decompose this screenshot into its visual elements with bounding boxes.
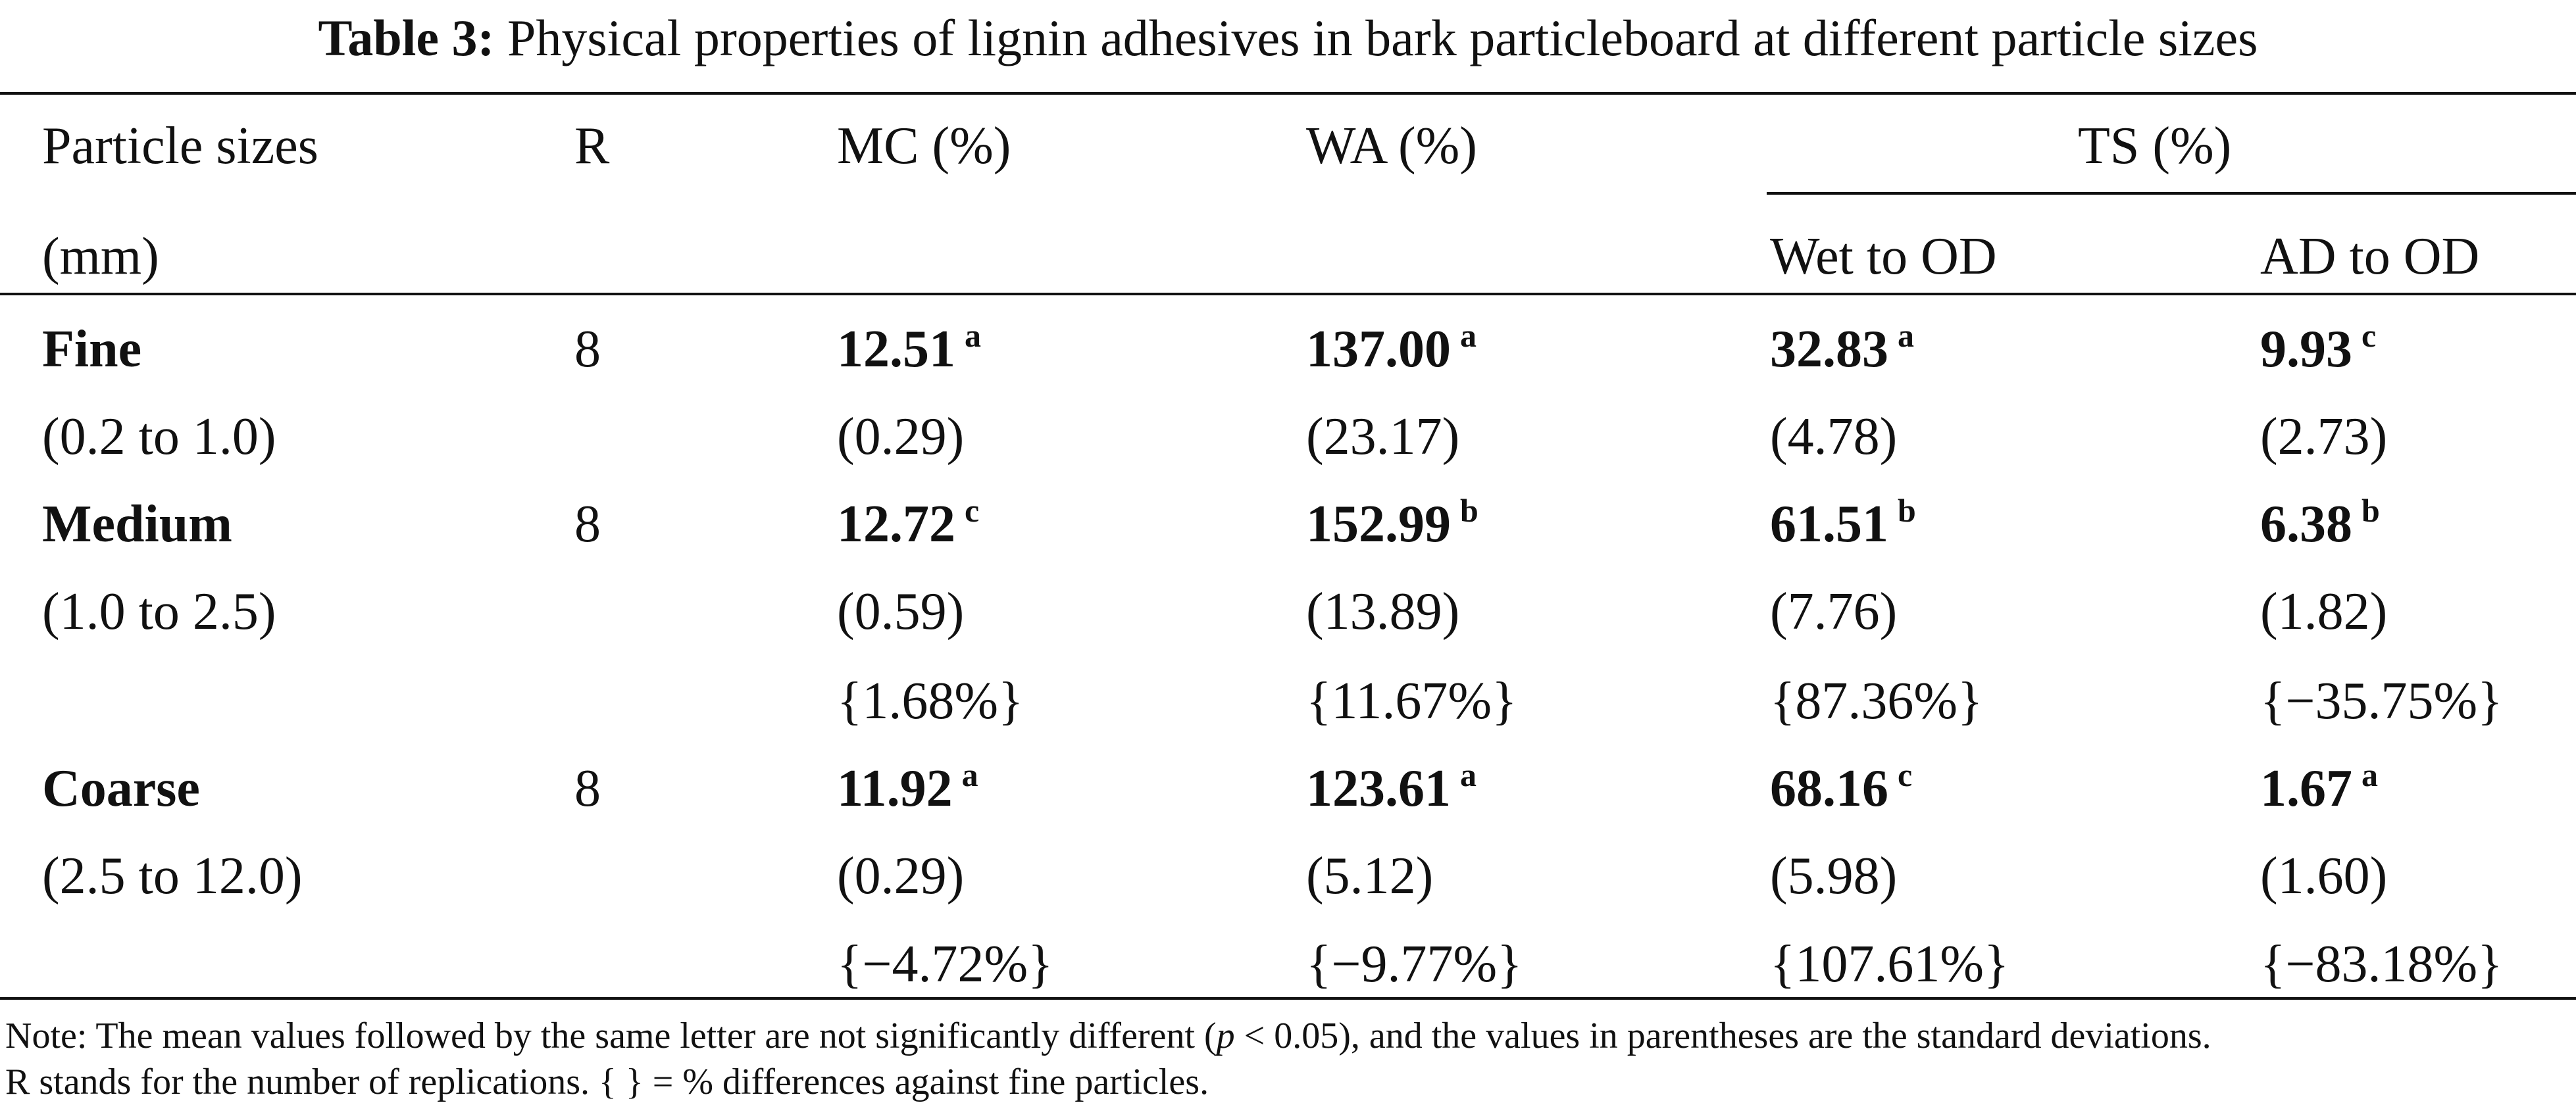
table-note-line-1: Note: The mean values followed by the sa…: [5, 1016, 2211, 1056]
row-medium-ts-ad-sd: (1.82): [2260, 583, 2388, 641]
row-fine-ts-ad-sd: (2.73): [2260, 408, 2388, 466]
row-coarse-mc: 11.92 a: [837, 756, 978, 818]
header-rule: [0, 293, 2576, 295]
row-coarse-range: (2.5 to 12.0): [42, 847, 303, 905]
row-fine-ts-wet: 32.83 a: [1770, 317, 1914, 378]
row-fine-ts-wet-sd: (4.78): [1770, 408, 1898, 466]
header-wa: WA (%): [1306, 117, 1477, 175]
row-medium-name: Medium: [42, 495, 232, 553]
row-coarse-ts-wet: 68.16 c: [1770, 756, 1913, 818]
row-fine-r: 8: [574, 320, 601, 378]
header-wet-to-od: Wet to OD: [1770, 228, 1997, 285]
row-medium-r: 8: [574, 495, 601, 553]
row-fine-name: Fine: [42, 320, 142, 378]
top-rule: [0, 92, 2576, 95]
row-medium-ts-ad-diff: {−35.75%}: [2260, 672, 2503, 730]
table-caption-text: Physical properties of lignin adhesives …: [507, 9, 2258, 66]
header-particle-sizes: Particle sizes: [42, 117, 318, 175]
row-medium-range: (1.0 to 2.5): [42, 583, 276, 641]
row-coarse-mc-diff: {−4.72%}: [837, 935, 1053, 993]
row-coarse-wa-diff: {−9.77%}: [1306, 935, 1523, 993]
row-medium-ts-wet-diff: {87.36%}: [1770, 672, 1983, 730]
row-coarse-ts-wet-diff: {107.61%}: [1770, 935, 2009, 993]
row-medium-ts-wet: 61.51 b: [1770, 492, 1916, 553]
header-ad-to-od: AD to OD: [2260, 228, 2480, 285]
row-medium-mc: 12.72 c: [837, 492, 980, 553]
table-note-line-2: R stands for the number of replications.…: [5, 1062, 1209, 1102]
row-coarse-name: Coarse: [42, 760, 200, 818]
row-coarse-ts-wet-sd: (5.98): [1770, 847, 1898, 905]
row-coarse-ts-ad-sd: (1.60): [2260, 847, 2388, 905]
row-medium-wa-diff: {11.67%}: [1306, 672, 1517, 730]
row-medium-wa-sd: (13.89): [1306, 583, 1460, 641]
row-fine-range: (0.2 to 1.0): [42, 408, 276, 466]
row-fine-ts-ad: 9.93 c: [2260, 317, 2377, 378]
row-coarse-wa: 123.61 a: [1306, 756, 1477, 818]
table-caption: Table 3: Physical properties of lignin a…: [0, 5, 2576, 71]
header-mc: MC (%): [837, 117, 1011, 175]
row-coarse-ts-ad: 1.67 a: [2260, 756, 2378, 818]
row-medium-mc-sd: (0.59): [837, 583, 965, 641]
header-ts: TS (%): [2078, 117, 2232, 175]
row-coarse-ts-ad-diff: {−83.18%}: [2260, 935, 2503, 993]
row-medium-wa: 152.99 b: [1306, 492, 1478, 553]
table-caption-label: Table 3:: [318, 9, 495, 66]
header-unit: (mm): [42, 228, 159, 285]
row-coarse-mc-sd: (0.29): [837, 847, 965, 905]
row-fine-mc-sd: (0.29): [837, 408, 965, 466]
header-r: R: [574, 117, 610, 175]
row-coarse-wa-sd: (5.12): [1306, 847, 1434, 905]
row-fine-mc: 12.51 a: [837, 317, 981, 378]
row-coarse-r: 8: [574, 760, 601, 818]
row-medium-ts-ad: 6.38 b: [2260, 492, 2380, 553]
bottom-rule: [0, 997, 2576, 1000]
row-fine-wa-sd: (23.17): [1306, 408, 1460, 466]
row-fine-wa: 137.00 a: [1306, 317, 1477, 378]
ts-subheader-rule: [1767, 192, 2576, 195]
row-medium-ts-wet-sd: (7.76): [1770, 583, 1898, 641]
row-medium-mc-diff: {1.68%}: [837, 672, 1024, 730]
